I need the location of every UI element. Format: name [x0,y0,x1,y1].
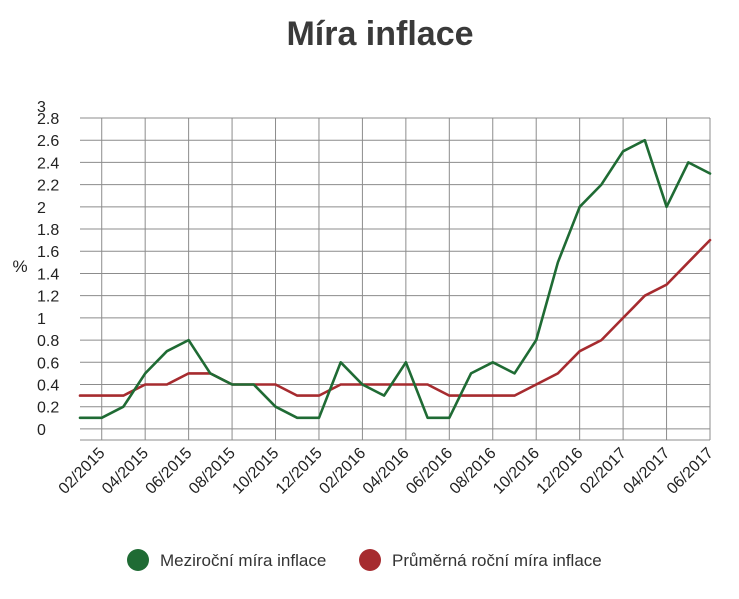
x-tick-label: 12/2015 [273,445,326,498]
x-tick-label: 02/2017 [577,445,630,498]
series-line-yoy [78,138,712,420]
y-tick-label: 1.8 [37,222,59,239]
x-tick-label: 04/2016 [360,445,413,498]
y-tick-label: 2.2 [37,178,59,195]
x-tick-label: 08/2016 [447,445,500,498]
y-tick-label: 3 [37,99,46,116]
x-tick-label: 06/2015 [143,445,196,498]
grid [80,117,711,441]
legend-marker-yoy [127,549,149,571]
legend-marker-avg [359,549,381,571]
legend-item-avg: Průměrná roční míra inflace [359,549,602,571]
y-tick-label: 1.2 [37,289,59,306]
y-tick-label: 0.8 [37,333,59,350]
legend-label-yoy: Meziroční míra inflace [160,551,326,570]
x-tick-label: 06/2016 [403,445,456,498]
series-lines [78,138,712,420]
x-tick-label: 02/2015 [56,445,109,498]
x-tick-label: 10/2015 [229,445,282,498]
y-tick-label: 0.4 [37,377,59,394]
y-tick-label: 2.6 [37,133,59,150]
y-tick-label: 2.4 [37,155,59,172]
y-axis-ticks: 32.8 2.6 2.4 2.2 2 1.8 1.6 1.4 1.2 1 0.8 0.6 0.4 0.2 0 [37,99,59,439]
y-tick-label: 2 [37,200,46,217]
legend-label-avg: Průměrná roční míra inflace [392,551,602,570]
y-tick-label: 1.4 [37,266,59,283]
y-axis-unit-label: % [12,257,27,276]
x-tick-label: 04/2017 [620,445,673,498]
x-tick-label: 06/2017 [664,445,717,498]
x-tick-label: 02/2016 [316,445,369,498]
y-tick-label: 0.2 [37,400,59,417]
y-tick-label: 0 [37,422,46,439]
x-axis-ticks: 02/201504/201506/201508/201510/201512/20… [56,445,717,498]
x-tick-label: 10/2016 [490,445,543,498]
x-tick-label: 12/2016 [534,445,587,498]
chart-title: Míra inflace [286,15,473,53]
x-tick-label: 08/2015 [186,445,239,498]
y-tick-label: 0.6 [37,355,59,372]
legend-item-yoy: Meziroční míra inflace [127,549,326,571]
y-tick-label: 2.8 [37,111,59,128]
x-tick-label: 04/2015 [99,445,152,498]
y-tick-label: 1.6 [37,244,59,261]
legend: Meziroční míra inflace Průměrná roční mí… [127,549,602,571]
series-line-avg [78,238,712,397]
y-tick-label: 1 [37,311,46,328]
